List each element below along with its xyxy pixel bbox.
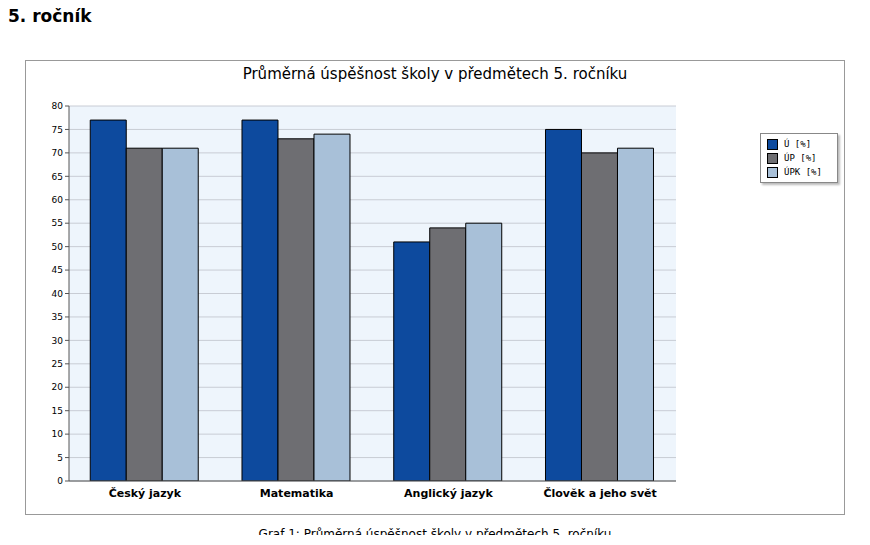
svg-text:5: 5 — [57, 453, 63, 463]
svg-text:10: 10 — [52, 429, 64, 439]
svg-text:Anglický jazyk: Anglický jazyk — [404, 487, 493, 500]
svg-text:55: 55 — [52, 218, 63, 228]
svg-text:40: 40 — [52, 289, 64, 299]
svg-text:45: 45 — [52, 265, 63, 275]
svg-text:30: 30 — [52, 336, 64, 346]
html-text:Průměrná úspěšnost školy v pře: Průměrná úspěšnost školy v předmětech 5.… — [242, 65, 628, 83]
html-text:Ú [%]: Ú [%] — [784, 139, 812, 149]
svg-text:25: 25 — [52, 359, 63, 369]
svg-text:Člověk a jeho svět: Člověk a jeho svět — [543, 487, 656, 500]
svg-text:75: 75 — [52, 125, 63, 135]
svg-text:20: 20 — [52, 382, 64, 392]
svg-text:60: 60 — [52, 195, 64, 205]
svg-text:70: 70 — [52, 148, 64, 158]
svg-text:80: 80 — [52, 101, 64, 111]
svg-text:Matematika: Matematika — [260, 487, 334, 500]
svg-text:0: 0 — [57, 476, 63, 486]
svg-text:35: 35 — [52, 312, 63, 322]
svg-text:Český jazyk: Český jazyk — [109, 487, 182, 500]
svg-text:65: 65 — [52, 172, 63, 182]
html-text:ÚPK [%]: ÚPK [%] — [784, 167, 822, 177]
html-text:ÚP [%]: ÚP [%] — [784, 153, 817, 163]
svg-text:50: 50 — [52, 242, 64, 252]
svg-text:15: 15 — [52, 406, 63, 416]
